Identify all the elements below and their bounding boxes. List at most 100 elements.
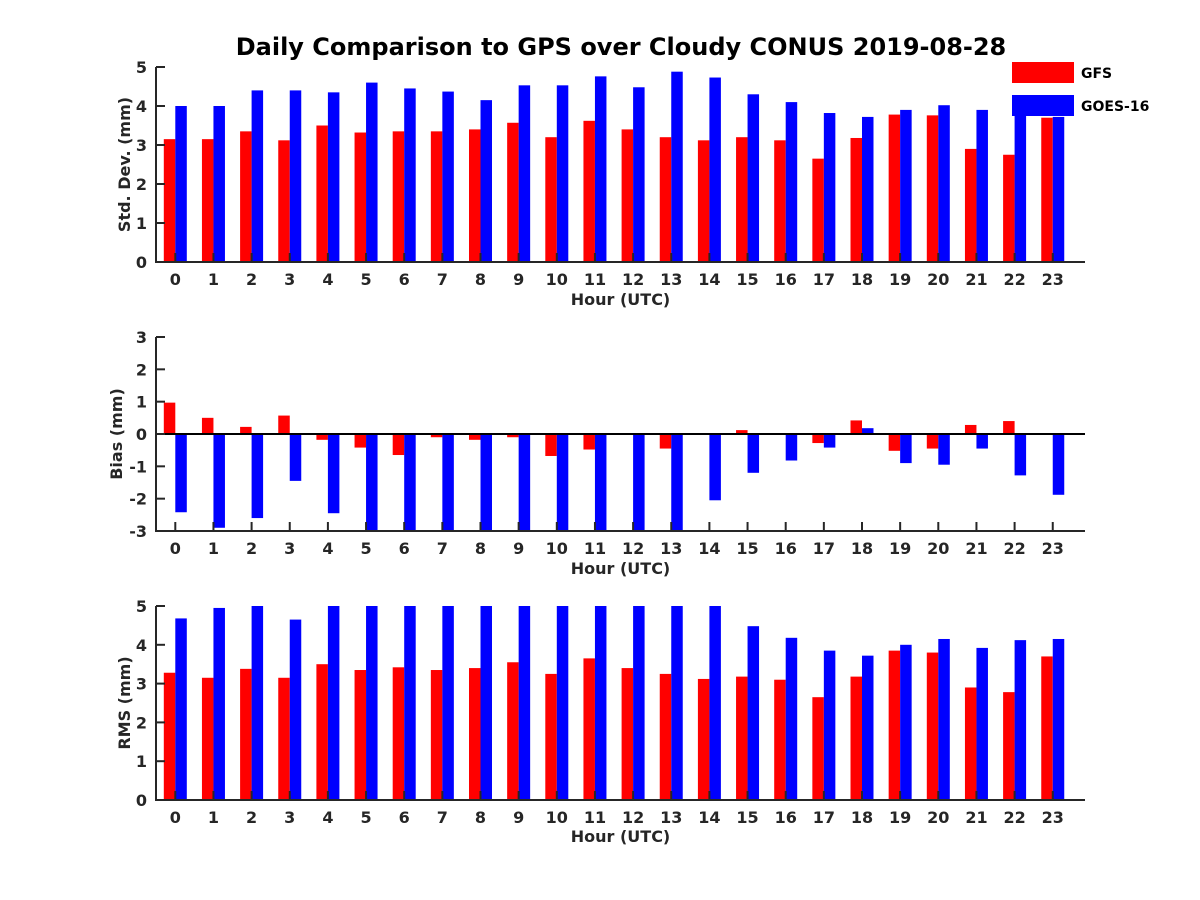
bar-goes16-hour-7 bbox=[442, 91, 454, 262]
bar-goes16-hour-1 bbox=[213, 106, 225, 262]
bar-goes16-hour-14 bbox=[709, 434, 721, 501]
x-tick-label: 18 bbox=[851, 270, 873, 289]
bar-gfs-hour-19 bbox=[888, 114, 901, 262]
bar-goes16-hour-15 bbox=[747, 434, 760, 473]
bar-goes16-hour-20 bbox=[938, 638, 950, 800]
y-tick-label: -2 bbox=[129, 490, 147, 509]
bar-goes16-hour-3 bbox=[289, 90, 302, 263]
bar-goes16-hour-8 bbox=[480, 606, 492, 800]
x-tick-label: 23 bbox=[1042, 539, 1064, 558]
bar-goes16-hour-10 bbox=[556, 85, 569, 262]
bar-gfs-hour-17 bbox=[812, 434, 824, 444]
bar-goes16-hour-10 bbox=[556, 606, 569, 800]
bar-goes16-hour-8 bbox=[480, 434, 492, 531]
bar-gfs-hour-18 bbox=[850, 676, 862, 800]
bar-goes16-hour-3 bbox=[289, 434, 302, 481]
bar-gfs-hour-11 bbox=[583, 120, 595, 262]
bar-gfs-hour-15 bbox=[736, 137, 748, 262]
bar-gfs-hour-16 bbox=[774, 140, 786, 262]
x-tick-label: 10 bbox=[546, 808, 568, 827]
x-tick-label: 9 bbox=[513, 539, 524, 558]
x-tick-label: 13 bbox=[660, 270, 682, 289]
y-tick-label: 2 bbox=[136, 175, 147, 194]
bar-goes16-hour-9 bbox=[518, 85, 531, 262]
bar-gfs-hour-10 bbox=[545, 673, 557, 800]
figure-title: Daily Comparison to GPS over Cloudy CONU… bbox=[236, 33, 1007, 61]
y-tick-label: 0 bbox=[136, 253, 147, 272]
bar-gfs-hour-18 bbox=[850, 420, 862, 434]
bar-gfs-hour-0 bbox=[163, 672, 176, 800]
x-tick-label: 22 bbox=[1003, 808, 1025, 827]
y-axis-label: Std. Dev. (mm) bbox=[115, 97, 134, 232]
bar-goes16-hour-4 bbox=[327, 92, 340, 262]
x-tick-label: 16 bbox=[775, 539, 797, 558]
bar-gfs-hour-16 bbox=[774, 679, 786, 800]
bar-goes16-hour-1 bbox=[213, 434, 225, 528]
legend-label: GOES-16 bbox=[1081, 99, 1149, 115]
x-tick-label: 14 bbox=[698, 808, 720, 827]
bar-goes16-hour-5 bbox=[366, 82, 378, 262]
bar-goes16-hour-18 bbox=[862, 428, 874, 434]
bar-gfs-hour-2 bbox=[240, 426, 252, 434]
y-tick-label: 4 bbox=[136, 636, 147, 655]
bar-goes16-hour-1 bbox=[213, 607, 225, 800]
bar-gfs-hour-11 bbox=[583, 658, 595, 800]
bar-goes16-hour-22 bbox=[1014, 434, 1027, 476]
x-tick-label: 16 bbox=[775, 270, 797, 289]
bar-gfs-hour-3 bbox=[278, 140, 290, 262]
x-tick-label: 11 bbox=[584, 270, 606, 289]
bar-goes16-hour-11 bbox=[594, 606, 607, 800]
bar-gfs-hour-19 bbox=[888, 650, 901, 800]
bar-goes16-hour-13 bbox=[671, 606, 683, 800]
x-tick-label: 22 bbox=[1003, 270, 1025, 289]
y-tick-label: 5 bbox=[136, 58, 147, 77]
x-tick-label: 17 bbox=[813, 539, 835, 558]
bar-gfs-hour-5 bbox=[354, 132, 367, 262]
x-tick-label: 22 bbox=[1003, 539, 1025, 558]
bar-goes16-hour-0 bbox=[175, 106, 187, 262]
bar-gfs-hour-13 bbox=[659, 673, 672, 800]
bar-gfs-hour-6 bbox=[392, 131, 405, 262]
bar-goes16-hour-12 bbox=[633, 434, 645, 531]
bar-gfs-hour-21 bbox=[964, 424, 977, 434]
bar-goes16-hour-11 bbox=[594, 76, 607, 262]
bar-gfs-hour-11 bbox=[583, 434, 595, 450]
bar-gfs-hour-22 bbox=[1003, 421, 1015, 434]
bar-goes16-hour-11 bbox=[594, 434, 607, 531]
x-tick-label: 10 bbox=[546, 539, 568, 558]
x-tick-label: 4 bbox=[322, 808, 333, 827]
x-tick-label: 8 bbox=[475, 270, 486, 289]
bar-goes16-hour-6 bbox=[404, 606, 416, 800]
bar-goes16-hour-2 bbox=[251, 606, 264, 800]
y-axis-label: Bias (mm) bbox=[107, 388, 126, 480]
bar-goes16-hour-2 bbox=[251, 434, 264, 519]
bar-goes16-hour-19 bbox=[900, 434, 912, 464]
y-tick-label: 3 bbox=[136, 328, 147, 347]
x-tick-label: 23 bbox=[1042, 270, 1064, 289]
bar-goes16-hour-18 bbox=[862, 655, 874, 800]
x-tick-label: 15 bbox=[736, 270, 758, 289]
bar-goes16-hour-3 bbox=[289, 619, 302, 800]
x-tick-label: 14 bbox=[698, 270, 720, 289]
bar-gfs-hour-4 bbox=[316, 125, 328, 262]
bar-goes16-hour-17 bbox=[823, 434, 836, 448]
bar-gfs-hour-17 bbox=[812, 697, 824, 800]
bar-gfs-hour-13 bbox=[659, 137, 672, 262]
legend-entry-gfs: GFS bbox=[1012, 62, 1112, 83]
bar-goes16-hour-16 bbox=[785, 434, 798, 461]
bar-gfs-hour-12 bbox=[621, 668, 634, 800]
legend-entry-goes16: GOES-16 bbox=[1012, 95, 1149, 116]
bar-goes16-hour-21 bbox=[976, 434, 988, 449]
bar-gfs-hour-6 bbox=[392, 434, 405, 456]
bar-gfs-hour-15 bbox=[736, 676, 748, 800]
y-tick-label: 1 bbox=[136, 752, 147, 771]
x-tick-label: 0 bbox=[170, 539, 181, 558]
x-tick-label: 3 bbox=[284, 539, 295, 558]
x-tick-label: 9 bbox=[513, 270, 524, 289]
bar-gfs-hour-9 bbox=[507, 434, 519, 438]
x-tick-label: 19 bbox=[889, 808, 911, 827]
x-tick-label: 1 bbox=[208, 808, 219, 827]
